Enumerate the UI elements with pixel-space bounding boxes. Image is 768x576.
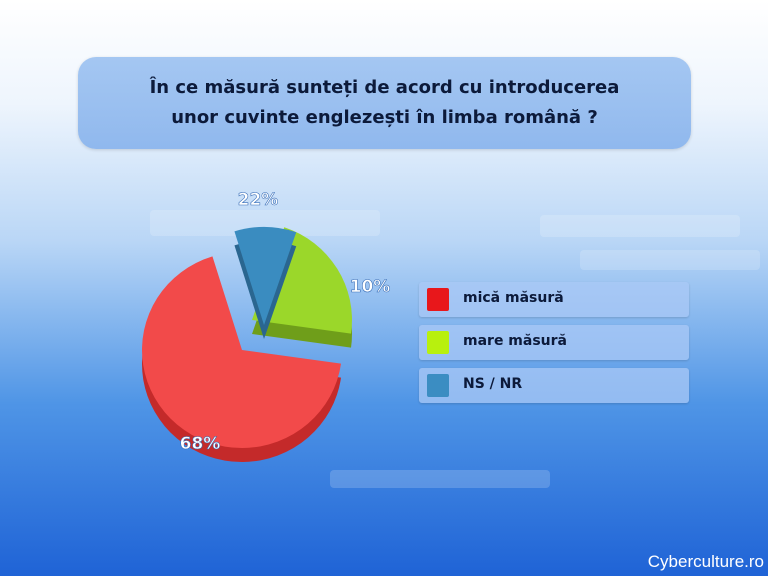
pie-slice-ns-nr [234, 227, 297, 325]
data-label: 10% [350, 277, 391, 297]
background-streak [580, 250, 760, 270]
legend-swatch-green [427, 331, 449, 354]
data-label: 68% [180, 434, 221, 454]
background-streak [540, 215, 740, 237]
legend-label: mare măsură [463, 333, 567, 349]
question-box: În ce măsură sunteți de acord cu introdu… [78, 57, 691, 149]
legend-item-mica-masura: mică măsură [419, 282, 689, 317]
background-streak [330, 470, 550, 488]
legend-item-mare-masura: mare măsură [419, 325, 689, 360]
legend-label: mică măsură [463, 290, 564, 306]
legend-swatch-blue [427, 374, 449, 397]
legend-label: NS / NR [463, 376, 523, 392]
legend-item-ns-nr: NS / NR [419, 368, 689, 403]
pie-slice-mica-masura [142, 256, 342, 448]
legend-swatch-red [427, 288, 449, 311]
question-line-1: În ce măsură sunteți de acord cu introdu… [149, 77, 620, 98]
data-label: 22% [238, 190, 279, 210]
question-line-2: unor cuvinte englezești în limba română … [171, 107, 598, 128]
watermark: Cyberculture.ro [647, 552, 764, 571]
